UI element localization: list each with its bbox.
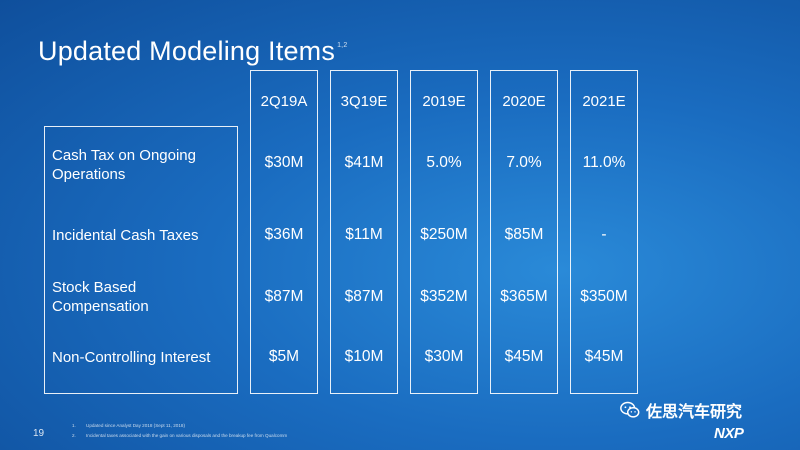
footnote: 2. Incidental taxes associated with the g… [72,431,287,441]
slide-title: Updated Modeling Items 1,2 [38,36,347,67]
table-cell: 11.0% [582,154,626,171]
column-header: 2021E [582,93,626,110]
table-cell: $87M [344,288,384,305]
column-header: 2Q19A [260,93,308,110]
table-cell: $36M [264,226,304,243]
page-number: 19 [33,428,45,439]
column-box-2019e [410,70,478,394]
table-cell: $365M [500,288,548,305]
row-label-line: Cash Tax on Ongoing [52,147,196,164]
table-cell: $41M [344,154,384,171]
column-box-3q19e [330,70,398,394]
table-cell: 5.0% [426,154,462,171]
nxp-logo: NXP [714,425,744,442]
table-cell: - [601,226,607,243]
row-labels-box [44,126,238,394]
table-cell: $11M [345,226,383,243]
table-cell: $350M [580,288,628,305]
footnote-text: Updated since Analyst Day 2018 (Sept 11,… [86,423,185,428]
row-label-nci: Non-Controlling Interest [52,348,210,367]
footnote: 1. Updated since Analyst Day 2018 (Sept 1… [72,421,287,431]
row-label-line: Compensation [52,298,149,315]
footnotes: 1. Updated since Analyst Day 2018 (Sept 1… [72,421,287,441]
wechat-icon [620,401,640,418]
title-footnote-ref: 1,2 [337,42,348,49]
table-cell: $45M [584,348,624,365]
column-header: 2019E [422,93,466,110]
table-cell: $45M [504,348,544,365]
table-cell: 7.0% [506,154,542,171]
row-label-stock-comp: Stock Based Compensation [52,278,149,316]
table-cell: $30M [424,348,464,365]
column-header: 2020E [502,93,546,110]
row-label-incidental: Incidental Cash Taxes [52,226,198,245]
row-label-line: Incidental Cash Taxes [52,227,199,244]
row-label-cash-tax: Cash Tax on Ongoing Operations [52,146,196,184]
table-cell: $5M [268,348,300,365]
footnote-number: 2. [72,433,76,438]
column-header: 3Q19E [340,93,388,110]
watermark-text: 佐思汽车研究 [646,404,743,421]
footnote-number: 1. [72,423,76,428]
table-cell: $250M [420,226,468,243]
table-cell: $30M [264,154,304,171]
footnote-text: Incidental taxes associated with the gai… [86,433,288,438]
table-cell: $85M [504,226,544,243]
row-label-line: Stock Based [52,279,137,296]
table-cell: $87M [264,288,304,305]
table-cell: $10M [344,348,384,365]
column-box-2020e [490,70,558,394]
table-cell: $352M [420,288,468,305]
column-box-2021e [570,70,638,394]
slide-title-text: Updated Modeling Items [38,36,336,66]
row-label-line: Non-Controlling Interest [52,349,211,366]
row-label-line: Operations [52,166,126,183]
column-box-2q19a [250,70,318,394]
watermark: 佐思汽车研究 [619,398,742,422]
